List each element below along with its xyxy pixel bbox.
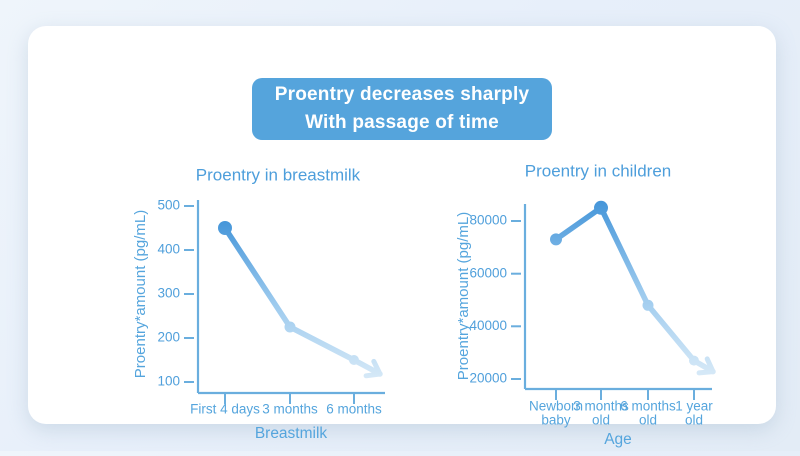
x-tick-label: old xyxy=(685,413,703,428)
x-tick-label: 6 months xyxy=(326,402,382,417)
arrowhead-icon xyxy=(363,358,383,379)
y-tick-label: 60000 xyxy=(469,265,507,280)
y-axis-label: Proentry*amount (pg/mL) xyxy=(455,212,472,380)
data-point xyxy=(550,233,562,246)
data-point xyxy=(689,355,699,366)
x-axis-label: Breastmilk xyxy=(255,425,328,442)
chart-title: Proentry in children xyxy=(525,161,671,180)
y-tick-label: 20000 xyxy=(469,371,507,386)
y-tick-label: 500 xyxy=(157,198,180,213)
x-tick-label: old xyxy=(639,413,657,428)
y-tick-label: 40000 xyxy=(469,318,507,333)
children-chart: Proentry in children Proentry*amount (pg/… xyxy=(455,161,716,448)
x-tick-label: 3 months xyxy=(262,402,318,417)
x-tick-label: First 4 days xyxy=(190,402,260,417)
x-tick-label: baby xyxy=(541,413,571,428)
y-tick-label: 100 xyxy=(157,374,180,389)
y-tick-label: 400 xyxy=(157,242,180,257)
banner-line-2: With passage of time xyxy=(305,112,499,133)
y-tick-label: 80000 xyxy=(469,213,507,228)
data-point xyxy=(284,321,296,333)
banner-line-1: Proentry decreases sharply xyxy=(274,84,530,105)
data-point xyxy=(349,355,359,365)
y-tick-label: 200 xyxy=(157,330,180,345)
infographic-card: Proentry decreases sharply With passage … xyxy=(28,26,776,448)
x-tick-label: 3 months xyxy=(573,399,629,414)
breastmilk-chart: Proentry in breastmilk Proentry*amount (p… xyxy=(132,165,385,442)
x-tick-label: 1 year xyxy=(675,399,713,414)
y-axis-label: Proentry*amount (pg/mL) xyxy=(132,210,149,378)
data-point xyxy=(218,221,232,235)
x-tick-label: Newborn xyxy=(529,399,583,414)
data-point xyxy=(594,200,608,215)
data-point xyxy=(642,299,654,311)
trend-line xyxy=(553,205,716,375)
arrowhead-icon xyxy=(696,356,716,376)
title-banner: Proentry decreases sharply With passage … xyxy=(252,78,552,140)
chart-title: Proentry in breastmilk xyxy=(196,165,361,184)
x-tick-label: 6 months xyxy=(620,399,676,414)
x-tick-label: old xyxy=(592,413,610,428)
trend-line xyxy=(222,225,383,377)
x-axis-label: Age xyxy=(604,431,632,448)
y-tick-label: 300 xyxy=(157,286,180,301)
